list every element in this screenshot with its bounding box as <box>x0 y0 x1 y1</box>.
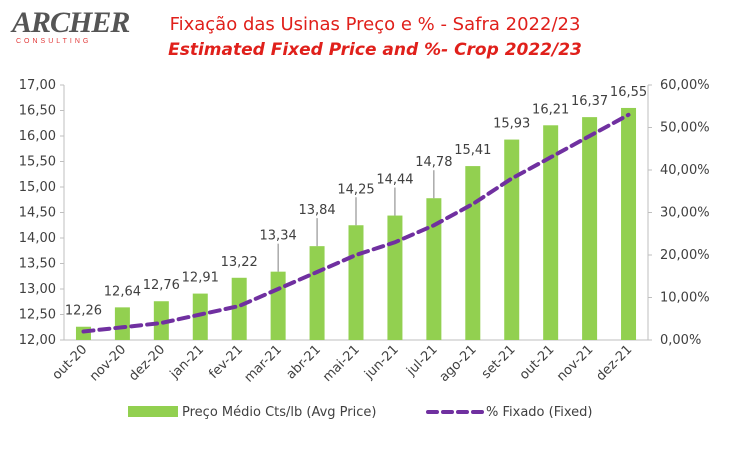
y-left-tick-label: 16,50 <box>19 104 56 119</box>
logo-text: ARCHER <box>12 6 130 39</box>
x-tick-label: out-20 <box>50 342 91 383</box>
bar-data-label: 16,55 <box>610 85 647 100</box>
y-right-tick-label: 30,00% <box>660 206 710 221</box>
bar-data-label: 14,44 <box>376 173 413 188</box>
x-tick-label: jan-21 <box>167 342 207 382</box>
x-tick-label: nov-21 <box>554 342 596 384</box>
bar-data-label: 12,64 <box>104 284 141 299</box>
x-tick-label: out-21 <box>517 342 558 383</box>
x-tick-label: fev-21 <box>206 342 246 382</box>
bar <box>387 215 403 340</box>
archer-logo: ARCHER CONSULTING <box>12 8 130 50</box>
legend-line-label: % Fixado (Fixed) <box>486 405 592 420</box>
fixed-percent-line <box>81 112 631 334</box>
bar-data-label: 13,84 <box>298 203 335 218</box>
x-tick-label: ago-21 <box>437 342 480 385</box>
y-right-tick-label: 10,00% <box>660 291 710 306</box>
x-tick-label: mar-21 <box>242 342 285 385</box>
logo-subtext: CONSULTING <box>16 38 92 45</box>
bar <box>465 166 481 340</box>
bar <box>348 225 364 340</box>
bar-data-label: 16,37 <box>571 94 608 109</box>
x-tick-label: set-21 <box>479 342 519 382</box>
y-left-tick-label: 13,00 <box>19 282 56 297</box>
y-right-tick-label: 0,00% <box>660 333 701 348</box>
y-left-tick-label: 16,00 <box>19 129 56 144</box>
bar <box>309 246 325 340</box>
bar-data-label: 13,34 <box>260 229 297 244</box>
x-tick-label: jul-21 <box>403 342 440 379</box>
legend-bar-swatch <box>128 406 178 417</box>
y-right-tick-label: 50,00% <box>660 121 710 136</box>
bar-data-label: 15,93 <box>493 117 530 132</box>
bar <box>153 301 169 340</box>
y-left-tick-label: 12,00 <box>19 333 56 348</box>
y-right-tick-label: 60,00% <box>660 78 710 93</box>
bar <box>504 139 520 340</box>
x-tick-label: nov-20 <box>87 342 129 384</box>
y-left-tick-label: 12,50 <box>19 308 56 323</box>
x-tick-label: jun-21 <box>361 342 402 383</box>
bar-data-label: 16,21 <box>532 102 569 117</box>
bar <box>582 117 598 340</box>
bar <box>270 271 286 340</box>
bar <box>231 277 247 340</box>
y-left-tick-label: 14,50 <box>19 206 56 221</box>
y-left-tick-label: 15,00 <box>19 180 56 195</box>
bar <box>114 307 130 340</box>
bar <box>543 125 559 340</box>
y-left-tick-label: 17,00 <box>19 78 56 93</box>
x-tick-label: mai-21 <box>320 342 363 385</box>
bar <box>192 293 208 340</box>
x-tick-label: abr-21 <box>284 342 324 382</box>
y-left-tick-label: 14,00 <box>19 231 56 246</box>
chart-subtitle: Estimated Fixed Price and %- Crop 2022/2… <box>168 40 582 60</box>
x-tick-label: dez-21 <box>593 342 635 384</box>
legend-bar-label: Preço Médio Cts/lb (Avg Price) <box>182 405 376 420</box>
y-right-tick-label: 20,00% <box>660 248 710 263</box>
bar-data-label: 12,91 <box>182 271 219 286</box>
bar <box>426 198 442 340</box>
bar-data-label: 15,41 <box>454 143 491 158</box>
bar-data-label: 14,25 <box>337 182 374 197</box>
y-left-tick-label: 15,50 <box>19 155 56 170</box>
bar <box>621 107 637 340</box>
x-tick-label: dez-20 <box>126 342 168 384</box>
chart-title: Fixação das Usinas Preço e % - Safra 202… <box>169 14 581 35</box>
y-right-tick-label: 40,00% <box>660 163 710 178</box>
bar-data-label: 13,22 <box>221 255 258 270</box>
bar-data-label: 12,76 <box>143 278 180 293</box>
y-left-tick-label: 13,50 <box>19 257 56 272</box>
bar-data-label: 12,26 <box>65 304 102 319</box>
bar-data-label: 14,78 <box>415 155 452 170</box>
